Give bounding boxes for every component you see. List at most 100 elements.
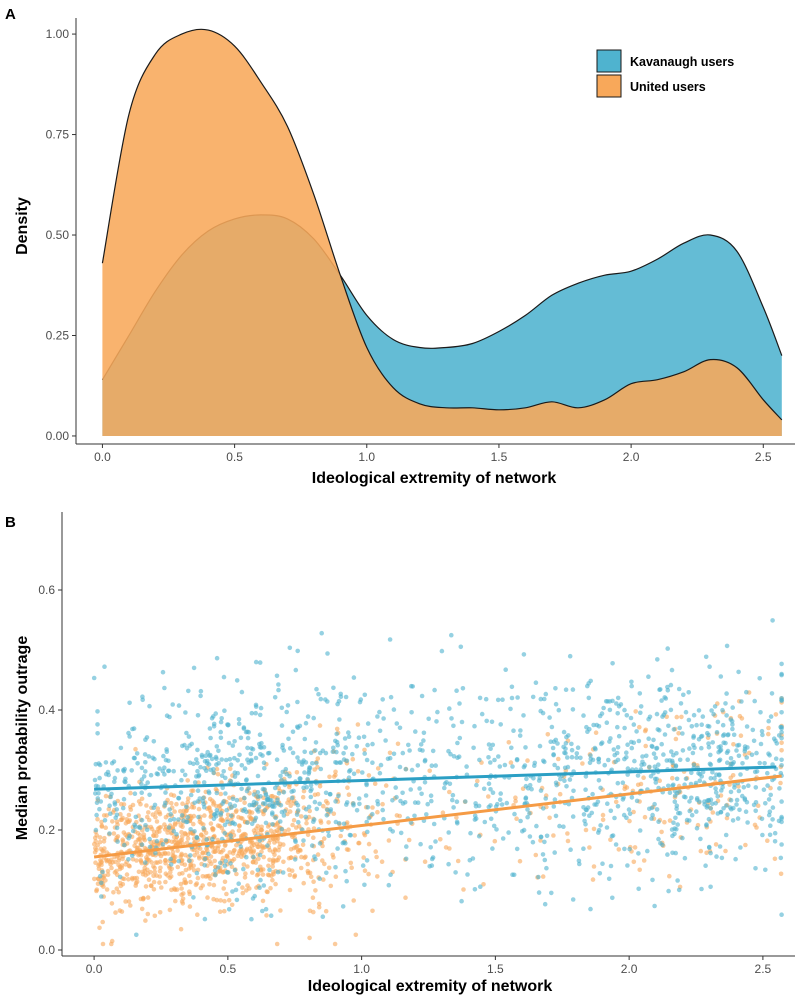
scatter-point-kavanaugh <box>498 722 504 727</box>
scatter-point-united <box>486 794 491 799</box>
scatter-point-kavanaugh <box>223 858 228 864</box>
scatter-point-kavanaugh <box>258 877 263 883</box>
scatter-point-kavanaugh <box>490 742 496 748</box>
scatter-point-kavanaugh <box>274 673 280 679</box>
scatter-point-united <box>739 716 745 721</box>
scatter-point-kavanaugh <box>236 717 242 722</box>
scatter-point-kavanaugh <box>103 760 109 765</box>
panel-b-y-tick-label: 0.0 <box>38 943 55 957</box>
scatter-point-kavanaugh <box>779 842 784 847</box>
scatter-point-united <box>557 791 563 797</box>
scatter-point-united <box>223 842 228 848</box>
scatter-point-kavanaugh <box>553 813 559 819</box>
scatter-point-kavanaugh <box>319 630 325 636</box>
scatter-point-kavanaugh <box>249 821 255 827</box>
scatter-point-kavanaugh <box>710 801 715 807</box>
scatter-point-kavanaugh <box>233 887 239 893</box>
scatter-point-united <box>217 849 222 855</box>
scatter-point-kavanaugh <box>626 807 632 812</box>
scatter-point-united <box>227 795 232 801</box>
scatter-point-united <box>172 821 178 826</box>
scatter-point-united <box>106 858 111 863</box>
panel-a-y-axis-title: Density <box>14 197 31 255</box>
scatter-point-kavanaugh <box>242 795 247 801</box>
scatter-point-kavanaugh <box>514 846 520 852</box>
scatter-point-united <box>312 767 318 772</box>
panel-a-legend: Kavanaugh users United users <box>596 49 734 98</box>
scatter-point-united <box>591 826 597 832</box>
scatter-point-united <box>513 798 518 804</box>
scatter-point-kavanaugh <box>767 753 772 758</box>
scatter-point-kavanaugh <box>216 760 221 766</box>
scatter-point-united <box>268 885 273 891</box>
scatter-point-kavanaugh <box>730 761 735 767</box>
scatter-point-kavanaugh <box>295 808 301 813</box>
panel-b-x-tick-label: 1.5 <box>487 962 504 976</box>
scatter-point-kavanaugh <box>334 731 340 737</box>
scatter-point-united <box>138 896 144 902</box>
scatter-point-kavanaugh <box>164 747 169 752</box>
scatter-point-united <box>109 865 114 871</box>
scatter-point-united <box>627 818 632 824</box>
scatter-point-kavanaugh <box>317 801 322 807</box>
scatter-point-kavanaugh <box>406 742 411 748</box>
scatter-point-kavanaugh <box>581 805 586 810</box>
scatter-point-united <box>438 837 443 842</box>
scatter-point-kavanaugh <box>715 719 721 725</box>
scatter-point-united <box>481 882 486 887</box>
scatter-point-kavanaugh <box>199 752 205 758</box>
panel-a-y-ticks: 0.000.250.500.751.00 <box>46 27 76 443</box>
scatter-point-kavanaugh <box>708 776 714 781</box>
scatter-point-kavanaugh <box>553 737 559 743</box>
scatter-point-united <box>321 803 326 809</box>
scatter-point-united <box>305 861 311 867</box>
scatter-point-kavanaugh <box>429 798 434 804</box>
scatter-point-united <box>271 857 276 862</box>
scatter-point-kavanaugh <box>270 804 275 809</box>
scatter-point-kavanaugh <box>253 755 259 761</box>
scatter-point-kavanaugh <box>674 791 680 796</box>
scatter-point-kavanaugh <box>241 808 246 814</box>
scatter-point-kavanaugh <box>696 708 702 713</box>
scatter-point-kavanaugh <box>670 833 675 839</box>
scatter-point-united <box>317 784 323 789</box>
scatter-point-kavanaugh <box>676 686 682 692</box>
scatter-point-united <box>264 889 270 894</box>
scatter-point-kavanaugh <box>407 748 412 753</box>
scatter-point-kavanaugh <box>687 808 692 814</box>
scatter-point-kavanaugh <box>134 932 139 938</box>
scatter-point-united <box>217 909 223 914</box>
scatter-point-kavanaugh <box>365 742 370 748</box>
scatter-point-kavanaugh <box>726 732 731 737</box>
scatter-point-kavanaugh <box>453 870 458 875</box>
scatter-point-kavanaugh <box>749 752 755 758</box>
scatter-point-kavanaugh <box>226 740 232 746</box>
scatter-point-kavanaugh <box>331 745 336 751</box>
scatter-point-kavanaugh <box>527 782 533 788</box>
scatter-point-kavanaugh <box>227 756 233 762</box>
scatter-point-united <box>506 740 512 745</box>
scatter-point-kavanaugh <box>162 772 167 777</box>
scatter-point-united <box>350 756 356 762</box>
scatter-point-kavanaugh <box>578 755 583 761</box>
scatter-point-united <box>229 902 235 908</box>
scatter-point-kavanaugh <box>741 785 747 790</box>
scatter-point-united <box>101 813 107 818</box>
scatter-point-united <box>565 831 570 836</box>
scatter-point-kavanaugh <box>612 752 617 758</box>
scatter-point-kavanaugh <box>307 765 312 770</box>
scatter-point-kavanaugh <box>357 801 362 807</box>
scatter-point-united <box>157 880 162 885</box>
scatter-point-kavanaugh <box>758 710 763 715</box>
scatter-point-kavanaugh <box>219 716 224 721</box>
scatter-point-kavanaugh <box>615 711 620 716</box>
scatter-point-kavanaugh <box>538 696 544 702</box>
scatter-point-united <box>633 709 638 714</box>
scatter-point-kavanaugh <box>171 817 177 822</box>
scatter-point-united <box>316 904 322 910</box>
scatter-point-kavanaugh <box>588 753 593 758</box>
scatter-point-kavanaugh <box>542 839 547 845</box>
scatter-point-kavanaugh <box>314 806 320 812</box>
scatter-point-united <box>268 837 273 843</box>
scatter-point-kavanaugh <box>213 814 219 819</box>
